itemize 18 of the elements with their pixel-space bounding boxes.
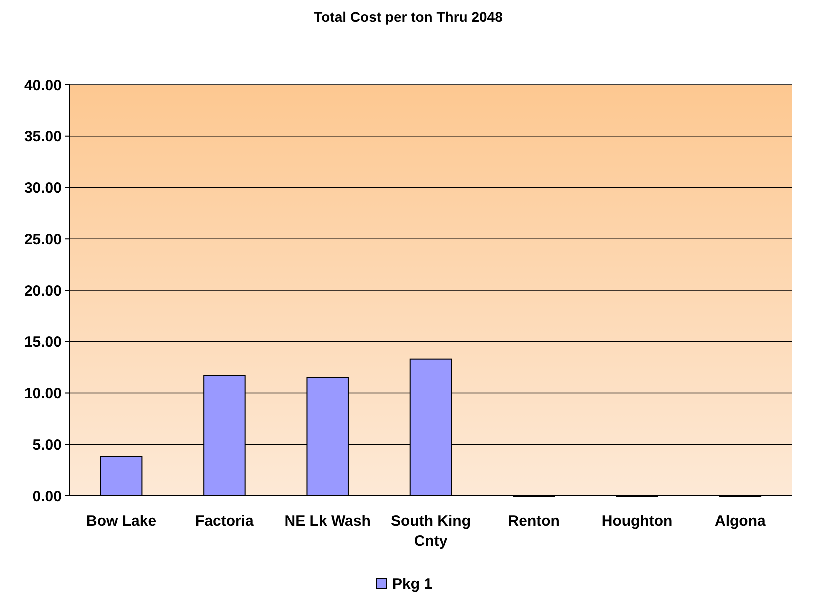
y-tick-label: 40.00 (24, 77, 62, 94)
y-tick-label: 25.00 (24, 231, 62, 248)
y-tick-label: 20.00 (24, 282, 62, 300)
y-tick-label: 35.00 (24, 128, 62, 146)
x-tick-label: Bow Lake (86, 513, 157, 530)
chart-title: Total Cost per ton Thru 2048 (314, 9, 504, 25)
x-tick-label: Houghton (602, 513, 673, 530)
x-tick-label: South King Cnty (391, 513, 471, 550)
x-tick-label: Factoria (196, 513, 255, 530)
y-tick-label: 0.00 (32, 488, 62, 506)
x-tick-label: Renton (508, 513, 560, 530)
legend-label: Pkg 1 (392, 576, 433, 593)
x-tick-label: Algona (715, 513, 766, 530)
y-tick-label: 5.00 (32, 436, 62, 454)
x-tick-label: NE Lk Wash (284, 513, 371, 530)
y-tick-label: 30.00 (24, 180, 62, 197)
y-tick-label: 10.00 (24, 386, 62, 402)
y-tick-label: 15.00 (24, 334, 62, 352)
